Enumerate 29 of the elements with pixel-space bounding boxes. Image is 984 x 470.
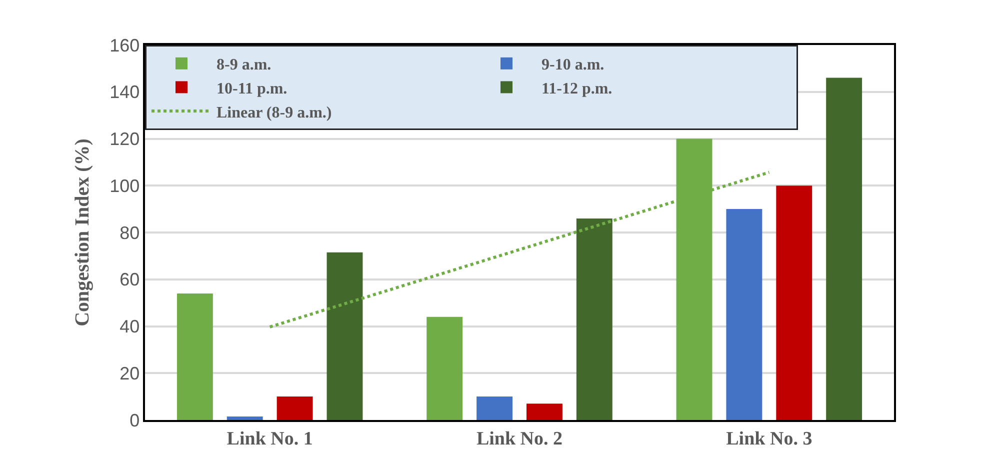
bar <box>776 186 812 420</box>
bar <box>576 218 612 420</box>
y-tick-label: 160 <box>110 35 140 56</box>
legend-label: 8-9 a.m. <box>216 56 272 74</box>
x-tick-label: Link No. 1 <box>226 428 313 450</box>
bar <box>526 404 562 420</box>
bar <box>476 396 513 420</box>
bar <box>426 316 463 420</box>
y-tick-label: 100 <box>110 176 140 196</box>
y-tick-label: 40 <box>120 316 140 337</box>
legend-label: 10-11 p.m. <box>216 80 288 98</box>
x-tick-label: Link No. 2 <box>476 428 563 450</box>
bar <box>226 416 263 420</box>
bar <box>826 78 862 420</box>
y-tick-label: 140 <box>110 82 140 102</box>
bar <box>326 252 363 420</box>
y-tick-label: 20 <box>120 363 140 384</box>
x-tick-label: Link No. 3 <box>726 428 812 450</box>
legend-label: 9-10 a.m. <box>542 56 604 74</box>
y-axis-title: Congestion Index (%) <box>72 138 94 326</box>
bar <box>176 293 213 420</box>
y-tick-label: 120 <box>110 129 140 150</box>
y-tick-label: 80 <box>120 222 140 243</box>
y-tick-label: 60 <box>120 270 140 290</box>
bar <box>726 209 762 420</box>
y-tick-label: 0 <box>130 410 140 430</box>
bar <box>276 396 313 420</box>
legend-label: 11-12 p.m. <box>542 80 612 98</box>
legend-label: Linear (8-9 a.m.) <box>216 104 332 122</box>
